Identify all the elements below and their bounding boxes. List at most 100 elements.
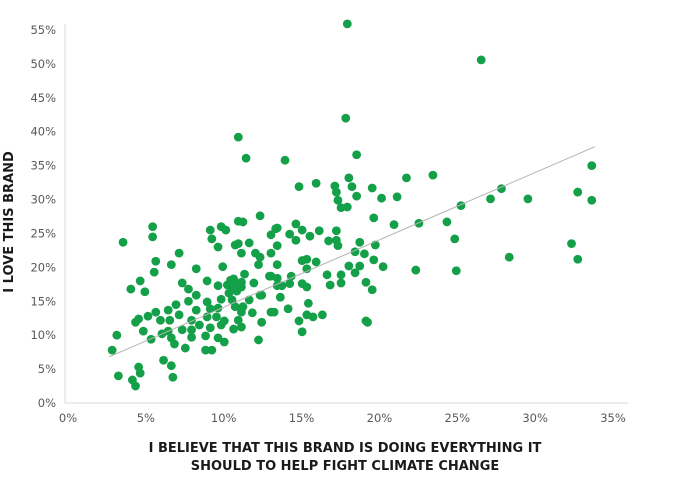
data-point [367, 285, 377, 295]
data-point [336, 278, 346, 288]
data-point [221, 225, 231, 235]
data-point [148, 222, 158, 232]
data-point [237, 322, 246, 332]
data-point [476, 55, 486, 65]
y-tick-label: 45% [30, 91, 56, 105]
y-tick-label: 30% [30, 193, 56, 207]
data-point [166, 361, 176, 371]
data-point [177, 278, 187, 288]
data-point [213, 333, 223, 343]
data-point [171, 300, 181, 310]
data-point [213, 242, 223, 252]
data-point [266, 230, 276, 240]
trendline [108, 146, 596, 358]
y-tick-label: 25% [30, 226, 56, 240]
data-point [325, 280, 335, 290]
data-point [308, 312, 318, 322]
data-point [255, 252, 265, 262]
x-tick-label: 5% [137, 411, 155, 425]
data-point [314, 226, 324, 236]
data-point [202, 297, 212, 307]
data-point [107, 345, 117, 355]
data-point [135, 276, 145, 286]
data-point [271, 224, 281, 234]
y-tick-label: 15% [30, 294, 56, 308]
x-tick-label: 35% [600, 411, 626, 425]
data-point [249, 278, 259, 288]
data-point [177, 325, 187, 335]
data-point [587, 161, 597, 171]
data-point [187, 332, 196, 342]
data-point [573, 187, 583, 197]
data-point [219, 337, 229, 347]
data-point [191, 290, 201, 300]
data-point [138, 326, 148, 336]
x-tick-label: 20% [367, 411, 393, 425]
data-point [336, 270, 346, 280]
data-point [135, 368, 145, 378]
data-point [232, 286, 242, 296]
y-axis-ticks: 0% 5% 10% 15% 20% 25% 30% 35% 40% 45% 50% 55% [30, 23, 56, 410]
y-axis-title: I LOVE THIS BRAND [2, 151, 17, 293]
data-point [207, 234, 217, 244]
data-point [257, 290, 267, 300]
data-point [311, 178, 321, 188]
data-point [266, 248, 276, 258]
data-point [255, 211, 265, 221]
data-point [450, 234, 460, 244]
data-point [344, 173, 354, 183]
data-point [254, 260, 263, 270]
data-point [291, 219, 301, 229]
data-point [224, 288, 234, 298]
data-point [112, 330, 122, 340]
data-point [244, 238, 254, 248]
data-point [272, 241, 282, 251]
data-point [163, 305, 173, 315]
data-point [201, 345, 210, 355]
data-point [297, 327, 307, 337]
x-tick-label: 0% [59, 411, 77, 425]
data-point [159, 355, 168, 365]
data-point [355, 237, 365, 247]
data-point [347, 182, 357, 192]
y-tick-label: 10% [30, 328, 56, 342]
y-tick-label: 0% [38, 396, 56, 410]
data-point [156, 315, 165, 325]
data-point [191, 305, 201, 315]
data-point [272, 260, 282, 270]
y-tick-label: 5% [38, 362, 56, 376]
data-point [202, 276, 212, 286]
y-tick-label: 20% [30, 260, 56, 274]
data-point [280, 155, 290, 165]
data-point [275, 292, 285, 302]
data-point [297, 225, 307, 235]
data-point [191, 264, 201, 274]
data-point [350, 268, 360, 278]
data-point [341, 113, 351, 123]
data-point [377, 193, 386, 203]
data-point [151, 256, 161, 266]
x-axis-title-line-2: SHOULD TO HELP FIGHT CLIMATE CHANGE [191, 459, 500, 474]
data-point [205, 323, 215, 333]
data-point [118, 237, 128, 247]
data-point [230, 302, 240, 312]
data-point [237, 307, 246, 317]
data-point [392, 192, 402, 202]
y-tick-label: 50% [30, 57, 56, 71]
data-point [294, 182, 304, 192]
data-point [233, 132, 243, 142]
data-point [184, 296, 193, 306]
data-point [244, 295, 254, 305]
data-point [207, 345, 217, 355]
data-points [107, 19, 597, 391]
data-point [126, 284, 136, 294]
y-tick-label: 55% [30, 23, 56, 37]
data-point [322, 270, 332, 280]
data-point [272, 273, 282, 283]
data-point [451, 266, 461, 276]
data-point [168, 372, 178, 382]
data-point [166, 260, 176, 270]
data-point [331, 226, 341, 236]
data-point [305, 231, 315, 241]
